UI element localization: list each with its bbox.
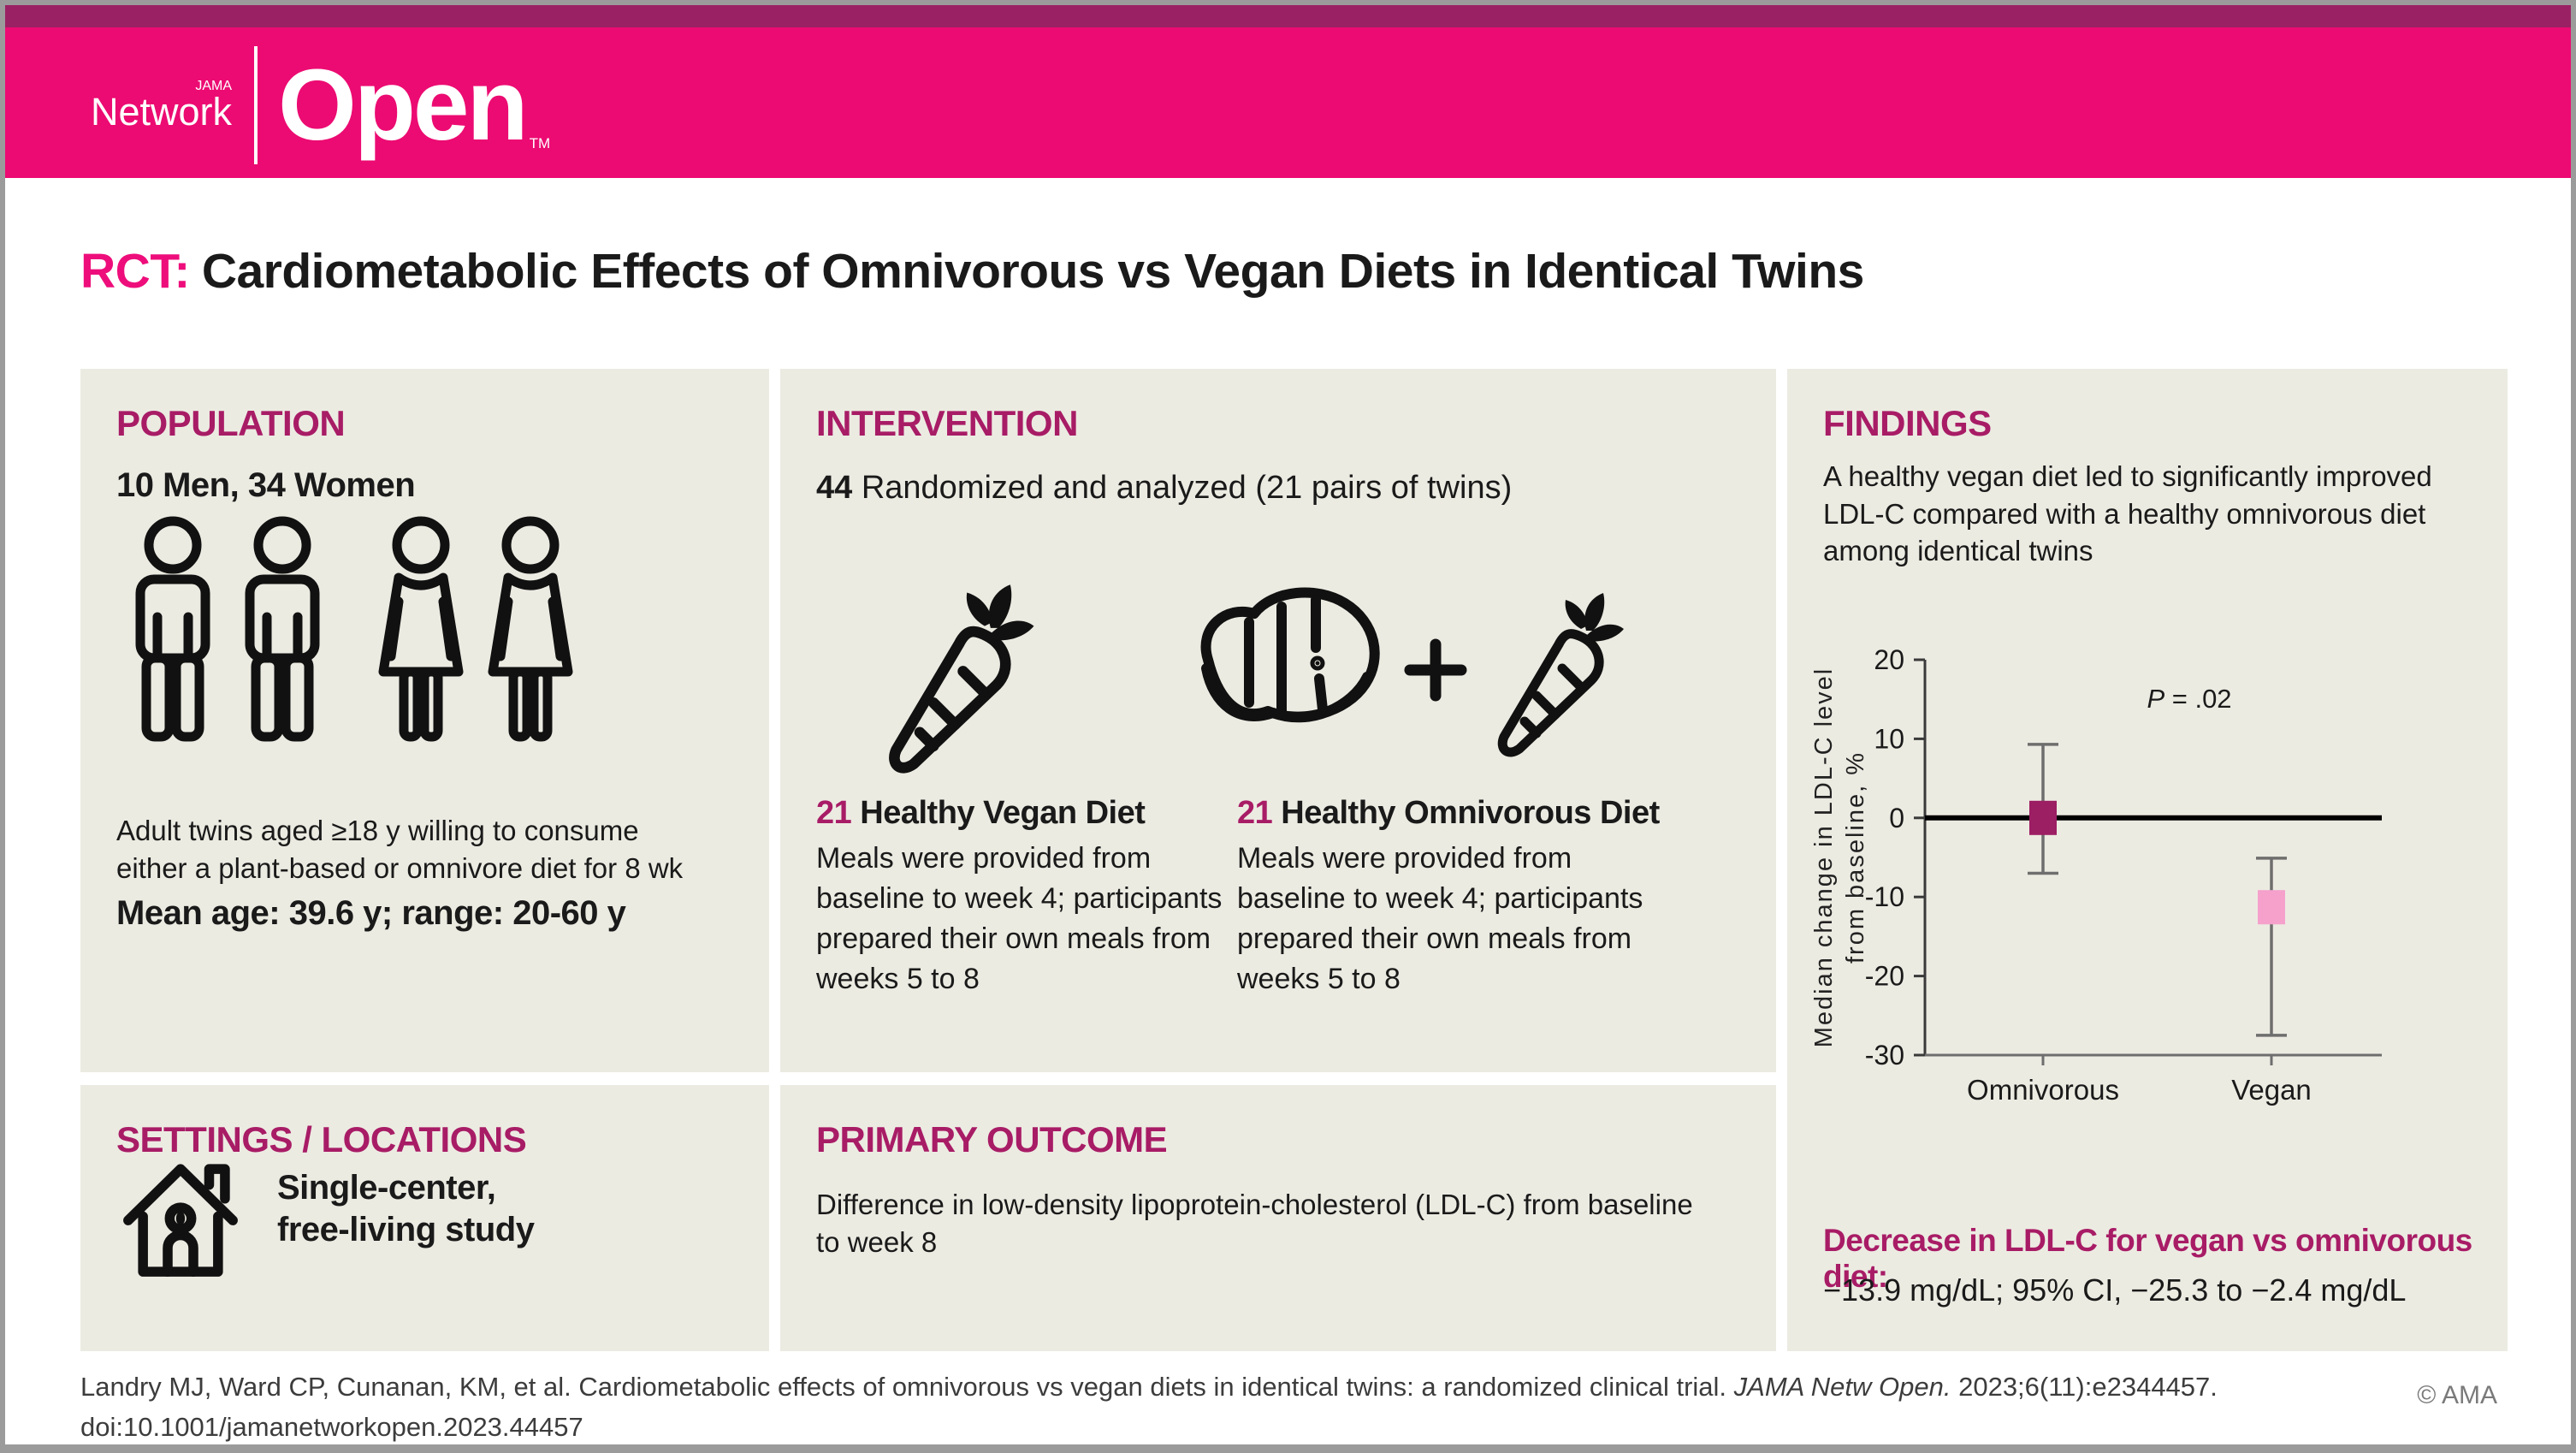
citation-text: Landry MJ, Ward CP, Cunanan, KM, et al. … <box>80 1372 1734 1402</box>
omnivorous-count: 21 <box>1237 795 1273 831</box>
citation-line1: Landry MJ, Ward CP, Cunanan, KM, et al. … <box>80 1367 2218 1408</box>
vegan-description: Meals were provided from baseline to wee… <box>816 842 1223 995</box>
omnivorous-title: Healthy Omnivorous Diet <box>1281 795 1660 831</box>
logo-jama-network: JAMA Network <box>91 80 232 131</box>
findings-summary: A healthy vegan diet led to significantl… <box>1823 460 2432 567</box>
vegan-diet-heading: 21 Healthy Vegan Diet <box>816 795 1261 832</box>
primary-outcome-text: Difference in low-density lipoprotein-ch… <box>816 1189 1693 1258</box>
carrot-leaves <box>966 584 1034 641</box>
intervention-heading: INTERVENTION <box>816 403 1078 443</box>
title-prefix: RCT: <box>80 244 190 299</box>
logo-open-text: Open <box>278 49 529 162</box>
settings-heading: SETTINGS / LOCATIONS <box>116 1119 527 1159</box>
settings-text: Single-center, free-living study <box>277 1167 535 1251</box>
header-bar: JAMA Network Open TM <box>5 27 2571 178</box>
omnivorous-description: Meals were provided from baseline to wee… <box>1237 842 1643 995</box>
steak-plus-carrot-icons <box>1189 574 1737 788</box>
people-icons <box>120 513 650 791</box>
primary-outcome-heading: PRIMARY OUTCOME <box>816 1119 1168 1159</box>
svg-text:20: 20 <box>1874 644 1904 675</box>
svg-text:-10: -10 <box>1865 881 1904 912</box>
title-text: Cardiometabolic Effects of Omnivorous vs… <box>201 244 1865 299</box>
logo-trademark: TM <box>529 135 551 151</box>
population-age-line: Mean age: 39.6 y; range: 20-60 y <box>116 894 626 932</box>
findings-panel: FINDINGS A healthy vegan diet led to sig… <box>1787 369 2508 1351</box>
plus-icon <box>1404 638 1467 702</box>
men-women-icons <box>135 516 573 742</box>
settings-line2: free-living study <box>277 1210 535 1248</box>
svg-text:Median change in LDL-C level: Median change in LDL-C level <box>1810 667 1838 1048</box>
page-title: RCT: Cardiometabolic Effects of Omnivorou… <box>80 243 1864 299</box>
jama-network-open-logo: JAMA Network Open TM <box>91 46 550 164</box>
svg-text:Vegan: Vegan <box>2231 1074 2312 1106</box>
randomized-text: Randomized and analyzed (21 pairs of twi… <box>852 470 1513 506</box>
carrot-icon <box>1497 593 1624 757</box>
header-top-strip <box>5 5 2571 27</box>
decrease-value: −13.9 mg/dL; 95% CI, −25.3 to −2.4 mg/dL <box>1823 1272 2407 1308</box>
svg-text:-20: -20 <box>1865 961 1904 992</box>
svg-text:from baseline, %: from baseline, % <box>1842 751 1869 964</box>
population-heading: POPULATION <box>116 403 346 443</box>
decrease-heading: Decrease in LDL-C for vegan vs omnivorou… <box>1823 1223 2472 1294</box>
vegan-diet-block: 21 Healthy Vegan Diet Meals were provided… <box>816 795 1261 999</box>
population-description: Adult twins aged ≥18 y willing to consum… <box>116 815 684 884</box>
svg-text:P = .02: P = .02 <box>2147 684 2231 714</box>
steak-icon <box>1200 587 1380 723</box>
copyright-ama: © AMA <box>2417 1381 2497 1409</box>
citation-doi: doi:10.1001/jamanetworkopen.2023.44457 <box>80 1411 583 1442</box>
logo-jama-text: JAMA <box>195 79 233 94</box>
population-panel: POPULATION 10 Men, 34 Women <box>80 369 769 1072</box>
settings-line1: Single-center, <box>277 1169 496 1207</box>
man-icon <box>245 516 320 742</box>
vegan-count: 21 <box>816 795 852 831</box>
svg-text:Omnivorous: Omnivorous <box>1967 1074 2119 1106</box>
logo-network-text: Network <box>91 89 233 133</box>
logo-divider <box>254 46 258 164</box>
citation-journal: JAMA Netw Open. <box>1733 1372 1951 1402</box>
woman-icon <box>378 516 464 742</box>
man-icon <box>135 516 210 742</box>
findings-chart: 20 10 0 -10 -20 -30 Omnivorous Vegan P = .02 Medi… <box>1810 644 2382 1106</box>
svg-text:-30: -30 <box>1865 1040 1904 1070</box>
house-icon <box>123 1164 238 1277</box>
settings-panel: SETTINGS / LOCATIONS Single-center, free… <box>80 1085 769 1351</box>
omnivorous-diet-block: 21 Healthy Omnivorous Diet Meals were pro… <box>1237 795 1682 999</box>
intervention-randomized-line: 44 Randomized and analyzed (21 pairs of … <box>816 470 1512 507</box>
omnivorous-diet-heading: 21 Healthy Omnivorous Diet <box>1237 795 1682 832</box>
woman-icon <box>488 516 573 742</box>
carrot-icon <box>862 583 1042 784</box>
citation-issue: 2023;6(11):e2344457. <box>1951 1372 2218 1402</box>
svg-text:0: 0 <box>1889 803 1904 833</box>
findings-heading: FINDINGS <box>1823 403 1992 443</box>
randomized-count: 44 <box>816 470 853 506</box>
svg-text:10: 10 <box>1874 723 1904 754</box>
primary-outcome-panel: PRIMARY OUTCOME Difference in low-densit… <box>780 1085 1776 1351</box>
citation: Landry MJ, Ward CP, Cunanan, KM, et al. … <box>80 1367 2218 1444</box>
vegan-title: Healthy Vegan Diet <box>860 795 1146 831</box>
intervention-panel: INTERVENTION 44 Randomized and analyzed … <box>780 369 1776 1072</box>
population-count: 10 Men, 34 Women <box>116 466 416 504</box>
